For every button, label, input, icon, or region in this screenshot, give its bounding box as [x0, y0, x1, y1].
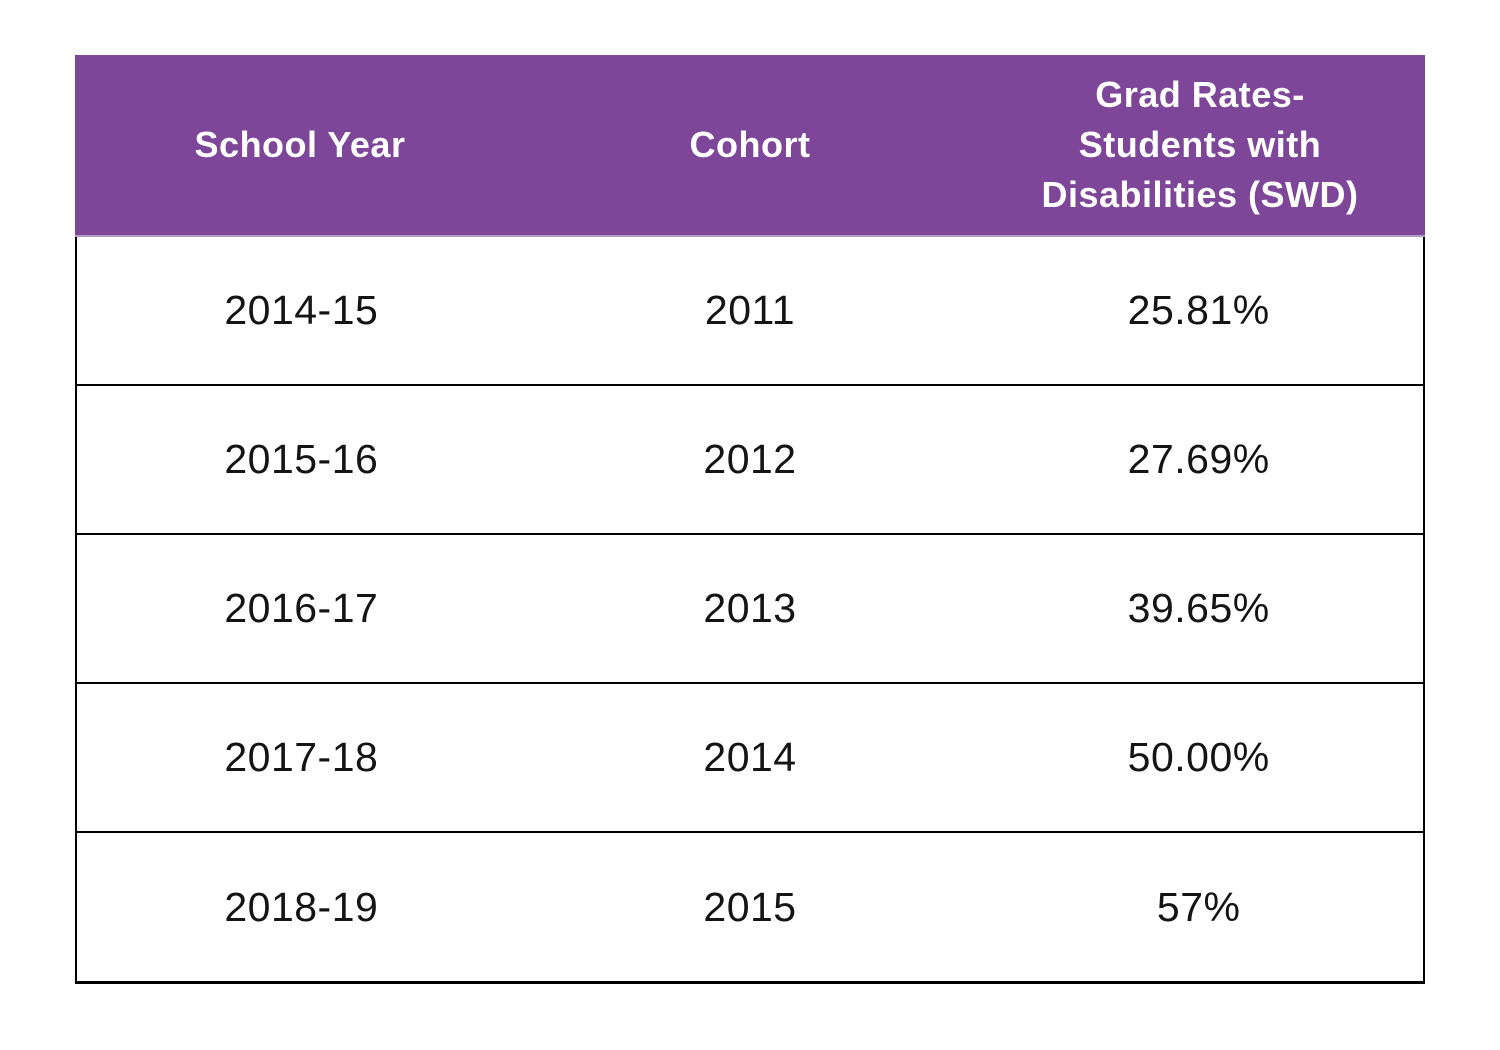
cell-school-year: 2017-18	[224, 734, 379, 780]
header-grad-rates-swd: Grad Rates- Students with Disabilities (…	[1041, 74, 1359, 215]
cell-school-year: 2015-16	[224, 436, 379, 482]
header-cohort: Cohort	[689, 124, 811, 165]
cell-grad-rate: 25.81%	[1127, 287, 1270, 333]
cell-grad-rate: 39.65%	[1127, 585, 1270, 631]
cell-grad-rate: 57%	[1156, 883, 1241, 930]
cell-school-year: 2018-19	[224, 883, 379, 930]
table-header-row: School Year Cohort Grad Rates- Students …	[75, 55, 1425, 237]
grad-rates-table: School Year Cohort Grad Rates- Students …	[75, 55, 1425, 984]
cell-cohort: 2015	[703, 883, 797, 930]
cell-cohort: 2012	[703, 436, 797, 482]
table-body: 2014-15 2011 25.81% 2015-16 2012 27.69% …	[75, 237, 1425, 984]
cell-school-year: 2014-15	[224, 287, 379, 333]
cell-cohort: 2011	[704, 287, 796, 333]
header-school-year: School Year	[194, 124, 406, 165]
cell-grad-rate: 50.00%	[1127, 734, 1270, 780]
table-row: 2014-15 2011 25.81%	[77, 237, 1423, 386]
cell-cohort: 2013	[703, 585, 797, 631]
table-row: 2017-18 2014 50.00%	[77, 684, 1423, 833]
cell-cohort: 2014	[703, 734, 797, 780]
table-row: 2015-16 2012 27.69%	[77, 386, 1423, 535]
table-row: 2016-17 2013 39.65%	[77, 535, 1423, 684]
cell-grad-rate: 27.69%	[1127, 436, 1270, 482]
cell-school-year: 2016-17	[224, 585, 379, 631]
table-row: 2018-19 2015 57%	[77, 833, 1423, 981]
